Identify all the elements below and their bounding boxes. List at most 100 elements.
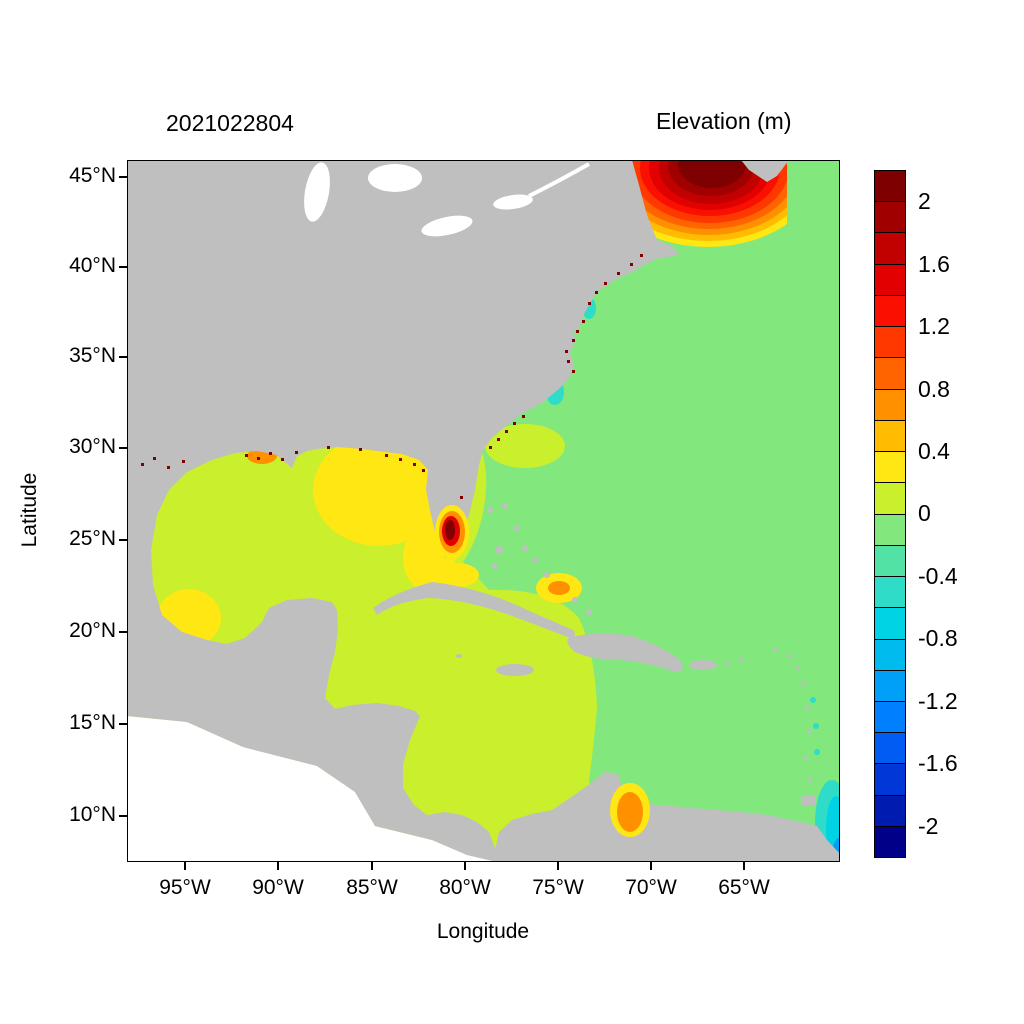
x-tick-mark <box>743 862 745 870</box>
plot-frame <box>127 160 840 862</box>
colorbar-tick-label: 2 <box>918 188 931 214</box>
y-tick-mark <box>119 266 127 268</box>
colorbar-cell <box>875 420 905 453</box>
colorbar-tick-label: 1.6 <box>918 251 950 277</box>
map-plot <box>127 160 840 862</box>
lake-erie <box>421 215 473 237</box>
y-tick-label: 25°N <box>69 527 116 550</box>
south-america <box>495 772 840 862</box>
colorbar-tick-label: 0.8 <box>918 376 950 402</box>
x-tick-label: 85°W <box>346 876 398 899</box>
colorbar-tick-label: -1.2 <box>918 688 958 714</box>
colorbar-title: Elevation (m) <box>656 108 792 134</box>
colorbar-cell <box>875 639 905 671</box>
colorbar-cell <box>875 733 905 765</box>
colorbar <box>874 170 906 858</box>
x-tick-mark <box>277 862 279 870</box>
colorbar-tick-label: -1.6 <box>918 750 958 776</box>
north-america <box>127 160 679 862</box>
trinidad <box>801 796 815 806</box>
y-tick-label: 20°N <box>69 619 116 642</box>
colorbar-cell <box>875 264 905 296</box>
bahamas-spot-orange <box>548 581 570 595</box>
lake-ontario <box>493 194 533 210</box>
puerto-rico <box>689 660 717 670</box>
nova-scotia <box>741 160 789 182</box>
x-tick-label: 95°W <box>159 876 211 899</box>
colorbar-cell <box>875 701 905 734</box>
bahamas <box>487 503 592 615</box>
colorbar-cell <box>875 171 905 203</box>
colorbar-tick-label: 0 <box>918 500 931 526</box>
florida-hotspot <box>435 505 469 559</box>
y-tick-mark <box>119 631 127 633</box>
x-tick-label: 75°W <box>532 876 584 899</box>
y-tick-mark <box>119 723 127 725</box>
colorbar-tick-label: 1.2 <box>918 313 950 339</box>
colorbar-cell <box>875 389 905 421</box>
y-tick-mark <box>119 447 127 449</box>
colorbar-cell <box>875 764 905 796</box>
colorbar-cell <box>875 795 905 827</box>
land <box>127 160 840 862</box>
y-tick-label: 30°N <box>69 435 116 458</box>
antilles-turquoise-3 <box>814 749 820 755</box>
straits-yellow-patch <box>435 563 479 587</box>
y-tick-label: 40°N <box>69 254 116 277</box>
gulf-of-maine-hotspot <box>596 160 787 247</box>
x-tick-mark <box>557 862 559 870</box>
colorbar-cell <box>875 327 905 359</box>
jamaica <box>496 664 534 676</box>
x-tick-mark <box>371 862 373 870</box>
x-tick-label: 90°W <box>252 876 304 899</box>
pacific-no-data <box>127 716 497 862</box>
x-tick-label: 80°W <box>439 876 491 899</box>
colorbar-cell <box>875 483 905 515</box>
colorbar-tick-label: -2 <box>918 813 939 839</box>
coastal-speckles <box>141 254 643 499</box>
great-lakes <box>304 162 590 237</box>
colorbar-cell <box>875 826 905 858</box>
y-tick-mark <box>119 356 127 358</box>
lake-huron <box>368 164 422 192</box>
colorbar-cell <box>875 295 905 328</box>
antilles-turquoise-1 <box>810 697 816 703</box>
colorbar-cell <box>875 545 905 578</box>
st-lawrence-river <box>528 162 590 198</box>
y-tick-mark <box>119 815 127 817</box>
colorbar-cell <box>875 452 905 484</box>
antilles-turquoise-2 <box>813 723 819 729</box>
x-tick-label: 65°W <box>718 876 770 899</box>
y-tick-label: 10°N <box>69 803 116 826</box>
x-tick-mark <box>184 862 186 870</box>
y-tick-mark <box>119 539 127 541</box>
colorbar-tick-label: -0.8 <box>918 625 958 651</box>
hispaniola <box>567 633 683 672</box>
colorbar-cell <box>875 514 905 546</box>
lake-michigan <box>304 162 330 222</box>
colorbar-tick-label: -0.4 <box>918 563 958 589</box>
colorbar-cell <box>875 608 905 640</box>
x-axis-label: Longitude <box>436 920 530 943</box>
colorbar-tick-label: 0.4 <box>918 438 950 464</box>
lesser-antilles <box>725 648 812 782</box>
x-tick-mark <box>464 862 466 870</box>
colorbar-cell <box>875 233 905 265</box>
run-id-title: 2021022804 <box>166 110 294 136</box>
maracaibo-spot <box>610 783 650 837</box>
cuba <box>373 582 576 638</box>
cayman <box>456 654 462 658</box>
y-tick-label: 35°N <box>69 344 116 367</box>
y-tick-label: 45°N <box>69 164 116 187</box>
y-axis-label: Latitude <box>18 472 41 548</box>
y-tick-mark <box>119 176 127 178</box>
x-tick-label: 70°W <box>625 876 677 899</box>
colorbar-cell <box>875 202 905 234</box>
colorbar-cell <box>875 577 905 609</box>
gulf-yellow-patch <box>313 434 445 546</box>
x-tick-mark <box>650 862 652 870</box>
field-patch-north-bahamas <box>485 424 565 468</box>
colorbar-cell <box>875 670 905 702</box>
colorbar-cell <box>875 358 905 390</box>
